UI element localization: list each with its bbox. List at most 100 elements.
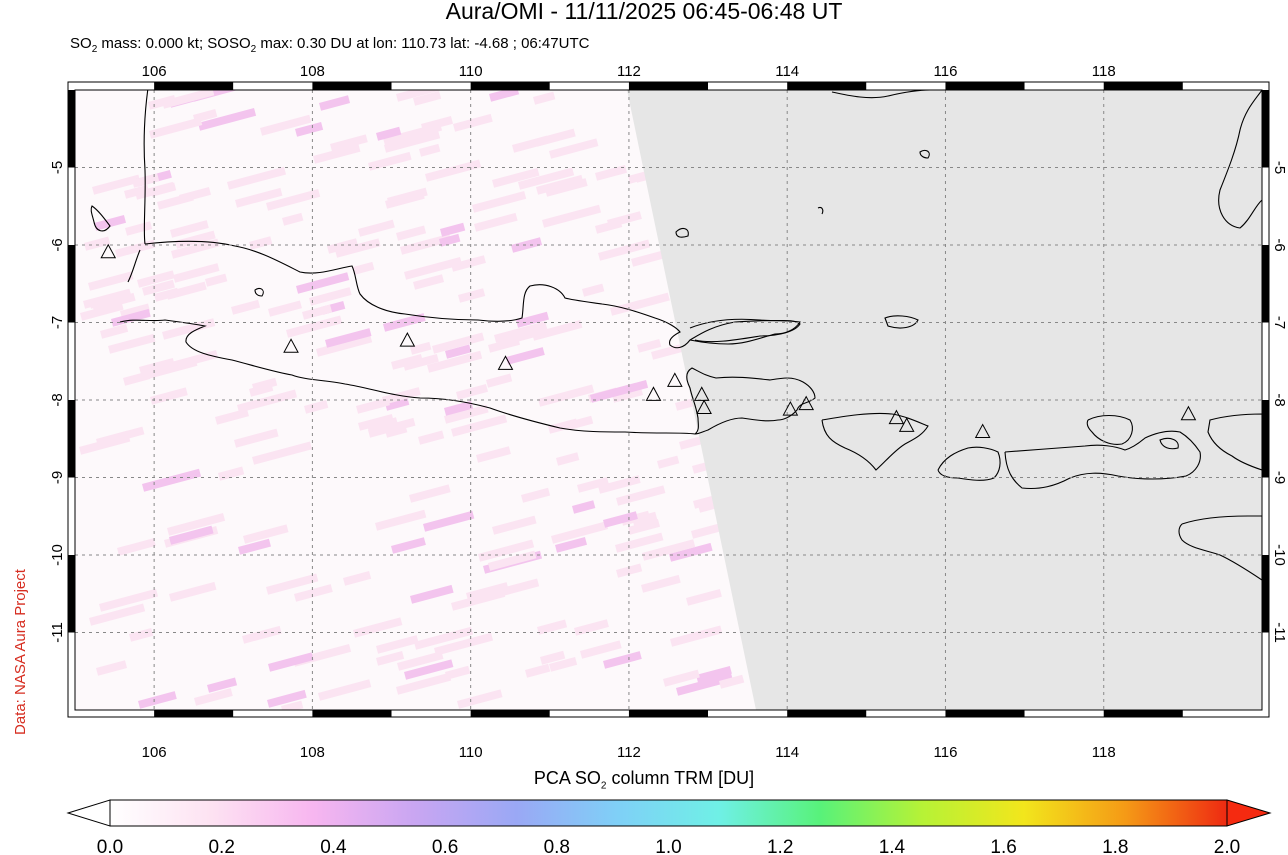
so2-pixel bbox=[148, 95, 177, 110]
so2-pixel bbox=[98, 588, 159, 612]
so2-pixel bbox=[242, 625, 282, 644]
so2-pixel bbox=[204, 273, 228, 287]
so2-pixel bbox=[353, 617, 403, 638]
so2-pixel bbox=[410, 341, 432, 355]
so2-pixel bbox=[368, 417, 416, 438]
so2-pixel bbox=[539, 650, 566, 665]
so2-pixel bbox=[474, 212, 518, 232]
axis-bar-bottom bbox=[628, 710, 709, 717]
axis-bar-bottom bbox=[470, 710, 550, 717]
colorbar-tick-label: 1.4 bbox=[879, 837, 906, 855]
so2-pixel bbox=[482, 578, 540, 601]
so2-pixel bbox=[409, 584, 454, 604]
axis-bar-top bbox=[945, 82, 1025, 90]
axis-bar-bottom bbox=[1182, 710, 1262, 717]
lon-tick-label: 112 bbox=[617, 63, 641, 80]
lat-tick-label-left: -8 bbox=[49, 393, 66, 406]
so2-pixel bbox=[248, 383, 274, 397]
lat-tick-label-left: -5 bbox=[49, 161, 66, 174]
axis-bar-bottom bbox=[945, 710, 1025, 717]
so2-pixel bbox=[391, 353, 424, 370]
so2-pixel bbox=[431, 332, 485, 354]
so2-pixel bbox=[491, 167, 540, 188]
volcano-marker bbox=[888, 409, 905, 425]
so2-pixel bbox=[227, 166, 287, 190]
axis-bar-top bbox=[866, 82, 946, 90]
so2-pixel bbox=[595, 164, 628, 181]
axis-bar-right bbox=[1262, 90, 1269, 168]
so2-pixel bbox=[293, 584, 333, 602]
lon-tick-label: 106 bbox=[142, 744, 167, 761]
colorbar-tick-label: 1.8 bbox=[1102, 837, 1128, 855]
so2-pixel bbox=[374, 509, 427, 531]
so2-pixel bbox=[236, 389, 298, 413]
colorbar-bar bbox=[109, 799, 1228, 827]
so2-pixel bbox=[142, 279, 175, 296]
volcano-marker bbox=[974, 423, 991, 439]
so2-pixel bbox=[456, 383, 489, 400]
axis-bar-left bbox=[68, 167, 75, 245]
axis-bar-top bbox=[787, 82, 867, 90]
so2-pixel bbox=[156, 192, 194, 210]
axis-bar-right bbox=[1262, 322, 1269, 400]
so2-pixel bbox=[165, 281, 207, 300]
so2-pixel bbox=[450, 255, 486, 272]
lon-tick-label: 108 bbox=[300, 63, 325, 80]
so2-pixel bbox=[124, 184, 150, 199]
so2-pixel bbox=[330, 134, 368, 152]
so2-pixel bbox=[318, 679, 372, 701]
so2-pixel bbox=[384, 190, 425, 209]
lat-tick-label-left: -7 bbox=[49, 316, 66, 329]
so2-pixel bbox=[385, 424, 408, 438]
so2-pixel bbox=[147, 358, 198, 379]
so2-pixel bbox=[478, 539, 535, 562]
lat-tick-label-right: -8 bbox=[1271, 393, 1288, 406]
map-title: Aura/OMI - 11/11/2025 06:45-06:48 UT bbox=[445, 0, 843, 24]
axis-bar-top bbox=[1024, 82, 1104, 90]
so2-pixel bbox=[170, 220, 209, 238]
axis-bar-bottom bbox=[233, 710, 313, 717]
so2-pixel bbox=[117, 538, 156, 556]
so2-pixel bbox=[444, 344, 472, 359]
so2-pixel bbox=[396, 672, 452, 695]
so2-pixel bbox=[173, 263, 220, 283]
so2-pixel bbox=[494, 321, 548, 343]
so2-pixels bbox=[79, 90, 745, 710]
so2-pixel bbox=[670, 625, 723, 647]
so2-pixel bbox=[92, 174, 141, 195]
so2-pixel bbox=[319, 95, 351, 111]
so2-pixel bbox=[403, 659, 454, 680]
lat-tick-label-right: -6 bbox=[1271, 238, 1288, 251]
colorbar-title: PCA SO2 column TRM [DU] bbox=[533, 768, 755, 792]
so2-pixel bbox=[198, 107, 257, 131]
so2-pixel bbox=[444, 404, 489, 424]
so2-pixel bbox=[267, 300, 302, 317]
so2-pixel bbox=[444, 400, 474, 416]
axis-bar-right bbox=[1262, 245, 1269, 323]
so2-pixel bbox=[472, 191, 527, 213]
so2-pixel bbox=[603, 511, 638, 528]
axis-bar-bottom bbox=[549, 710, 629, 717]
so2-pixel bbox=[425, 159, 482, 182]
so2-pixel bbox=[642, 539, 696, 561]
volcano-marker bbox=[898, 417, 915, 432]
so2-pixel bbox=[353, 261, 375, 275]
colorbar-tick-label: 0.4 bbox=[320, 837, 347, 855]
so2-pixel bbox=[521, 487, 551, 503]
so2-pixel bbox=[138, 691, 177, 709]
lat-tick-label-right: -9 bbox=[1271, 471, 1288, 484]
axis-bar-top bbox=[470, 82, 550, 90]
axis-bar-top bbox=[391, 82, 471, 90]
so2-pixel bbox=[579, 640, 622, 659]
so2-pixel bbox=[87, 271, 134, 291]
so2-pixel bbox=[640, 574, 681, 593]
so2-pixel bbox=[445, 665, 471, 680]
so2-pixel bbox=[628, 518, 661, 535]
so2-pixel bbox=[413, 274, 445, 290]
so2-pixel bbox=[207, 677, 238, 693]
so2-pixel bbox=[598, 475, 641, 494]
so2-pixel bbox=[124, 221, 153, 236]
so2-pixel bbox=[571, 500, 596, 514]
so2-pixel bbox=[457, 689, 503, 709]
axis-bar-top bbox=[233, 82, 313, 90]
